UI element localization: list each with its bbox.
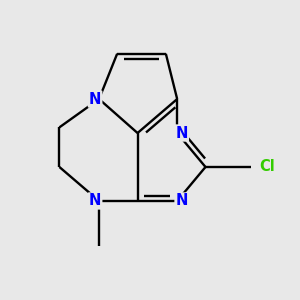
Text: N: N (89, 92, 101, 106)
Text: N: N (176, 194, 188, 208)
Text: Cl: Cl (259, 160, 275, 175)
Text: N: N (89, 194, 101, 208)
Text: N: N (176, 125, 188, 140)
